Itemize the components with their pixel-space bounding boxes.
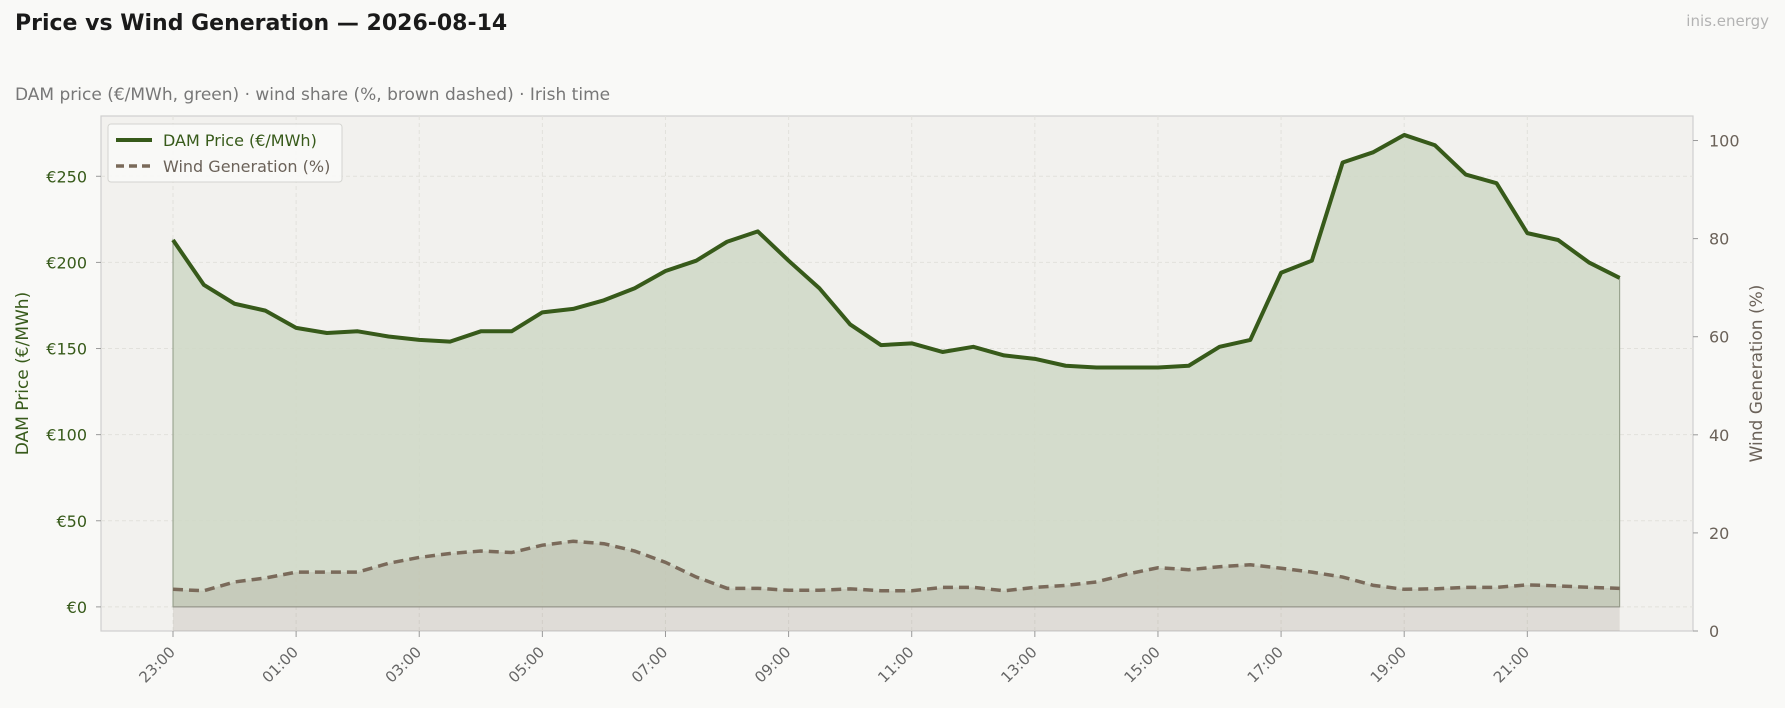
x-tick-label: 09:00 [751, 643, 794, 686]
y-right-axis-label: Wind Generation (%) [1747, 285, 1767, 463]
y-left-tick-label: €250 [46, 167, 87, 186]
y-right-tick-label: 80 [1709, 230, 1729, 249]
x-tick-label: 17:00 [1244, 643, 1287, 686]
y-left-tick-label: €200 [46, 253, 87, 272]
y-left-tick-label: €150 [46, 340, 87, 359]
x-tick-label: 19:00 [1367, 643, 1410, 686]
y-right-tick-label: 40 [1709, 426, 1729, 445]
wind-series-line [172, 539, 1620, 593]
y-right-tick-label: 100 [1709, 132, 1740, 151]
y-left-tick-label: €0 [67, 598, 87, 617]
legend-price-label: DAM Price (€/MWh) [163, 131, 317, 150]
x-tick-label: 21:00 [1490, 643, 1533, 686]
legend-box [107, 123, 343, 183]
x-tick-label: 23:00 [136, 643, 179, 686]
wind-area-fill [173, 541, 1620, 631]
price-series-line [171, 132, 1621, 370]
x-tick-label: 13:00 [997, 643, 1040, 686]
y-left-tick-label: €100 [46, 426, 87, 445]
x-tick-label: 11:00 [874, 643, 917, 686]
x-tick-label: 03:00 [382, 643, 425, 686]
chart-subtitle: DAM price (€/MWh, green) · wind share (%… [15, 85, 611, 105]
x-tick-label: 01:00 [259, 643, 302, 686]
x-tick-label: 15:00 [1120, 643, 1163, 686]
x-tick-label: 05:00 [505, 643, 548, 686]
y-right-tick-label: 0 [1709, 622, 1719, 641]
chart-title: Price vs Wind Generation — 2026-08-14 [15, 11, 508, 36]
legend-wind-label: Wind Generation (%) [163, 157, 330, 176]
y-left-tick-label: €50 [56, 512, 87, 531]
brand-watermark: inis.energy [1686, 12, 1769, 30]
y-right-tick-label: 60 [1709, 328, 1729, 347]
x-tick-label: 07:00 [628, 643, 671, 686]
y-right-tick-label: 20 [1709, 524, 1729, 543]
y-left-axis-label: DAM Price (€/MWh) [13, 292, 33, 455]
